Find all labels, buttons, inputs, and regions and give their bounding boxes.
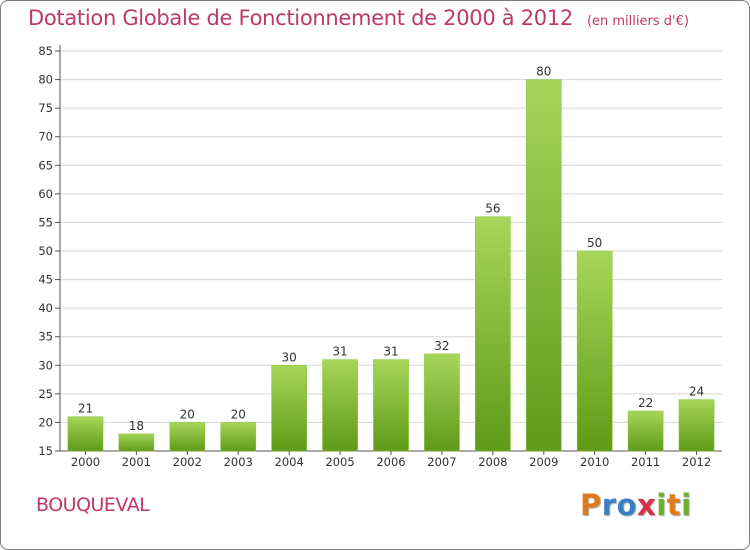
y-tick-label: 20 <box>38 415 53 429</box>
y-tick-label: 55 <box>38 215 53 229</box>
y-tick-label: 15 <box>38 444 53 458</box>
bar <box>220 422 257 452</box>
bar <box>169 422 206 452</box>
bar-value-label: 80 <box>536 65 551 79</box>
bar <box>424 353 460 452</box>
y-tick-label: 70 <box>38 130 53 144</box>
x-tick-label: 2012 <box>682 455 711 469</box>
logo-letter: t <box>666 488 682 522</box>
x-tick-label: 2003 <box>224 455 253 469</box>
x-tick-label: 2006 <box>376 455 405 469</box>
x-tick-label: 2007 <box>427 455 456 469</box>
proxiti-logo: Proxiti <box>580 488 692 522</box>
chart-title-unit: (en milliers d'€) <box>586 14 689 29</box>
bar <box>373 359 409 452</box>
y-tick-label: 80 <box>38 73 53 87</box>
bar-value-label: 31 <box>332 345 347 359</box>
bar-value-label: 18 <box>129 419 144 433</box>
bar-value-label: 20 <box>231 407 246 421</box>
bar <box>678 399 715 452</box>
logo-letter: o <box>616 488 638 522</box>
bar <box>627 410 664 452</box>
commune-name: BOUQUEVAL <box>36 494 150 516</box>
y-tick-label: 25 <box>38 387 53 401</box>
logo-letter: i <box>681 488 692 522</box>
bar-value-label: 50 <box>587 236 602 250</box>
bar-value-label: 56 <box>485 202 500 216</box>
y-tick-label: 85 <box>38 44 53 58</box>
bar <box>118 433 155 452</box>
bar-value-label: 30 <box>282 350 297 364</box>
x-tick-label: 2010 <box>580 455 609 469</box>
bar <box>576 250 613 452</box>
bar <box>475 216 511 452</box>
x-tick-label: 2004 <box>275 455 304 469</box>
y-tick-label: 40 <box>38 301 53 315</box>
x-tick-label: 2005 <box>325 455 354 469</box>
logo-letter: P <box>580 488 602 522</box>
bar-value-label: 31 <box>383 345 398 359</box>
bar-value-label: 24 <box>689 385 704 399</box>
y-tick-label: 30 <box>38 358 53 372</box>
y-tick-label: 45 <box>38 273 53 287</box>
y-tick-label: 65 <box>38 158 53 172</box>
x-tick-label: 2009 <box>529 455 558 469</box>
bar-value-label: 22 <box>638 396 653 410</box>
bar <box>322 359 358 452</box>
x-tick-label: 2001 <box>122 455 151 469</box>
y-tick-label: 60 <box>38 187 53 201</box>
y-tick-label: 35 <box>38 330 53 344</box>
logo-letter: i <box>656 488 667 522</box>
bar <box>67 416 104 452</box>
x-tick-label: 2008 <box>478 455 507 469</box>
x-tick-label: 2000 <box>71 455 100 469</box>
bar <box>271 365 307 452</box>
logo-letter: r <box>601 488 617 522</box>
bar-value-label: 20 <box>180 407 195 421</box>
x-tick-label: 2011 <box>631 455 660 469</box>
bar-value-label: 21 <box>78 402 93 416</box>
logo-letter: x <box>637 488 657 522</box>
bar-value-label: 32 <box>434 339 449 353</box>
y-tick-label: 50 <box>38 244 53 258</box>
x-tick-label: 2002 <box>173 455 202 469</box>
chart-title-main: Dotation Globale de Fonctionnement de 20… <box>28 6 573 30</box>
bar <box>525 79 562 452</box>
y-tick-label: 75 <box>38 101 53 115</box>
chart-title: Dotation Globale de Fonctionnement de 20… <box>28 6 689 30</box>
